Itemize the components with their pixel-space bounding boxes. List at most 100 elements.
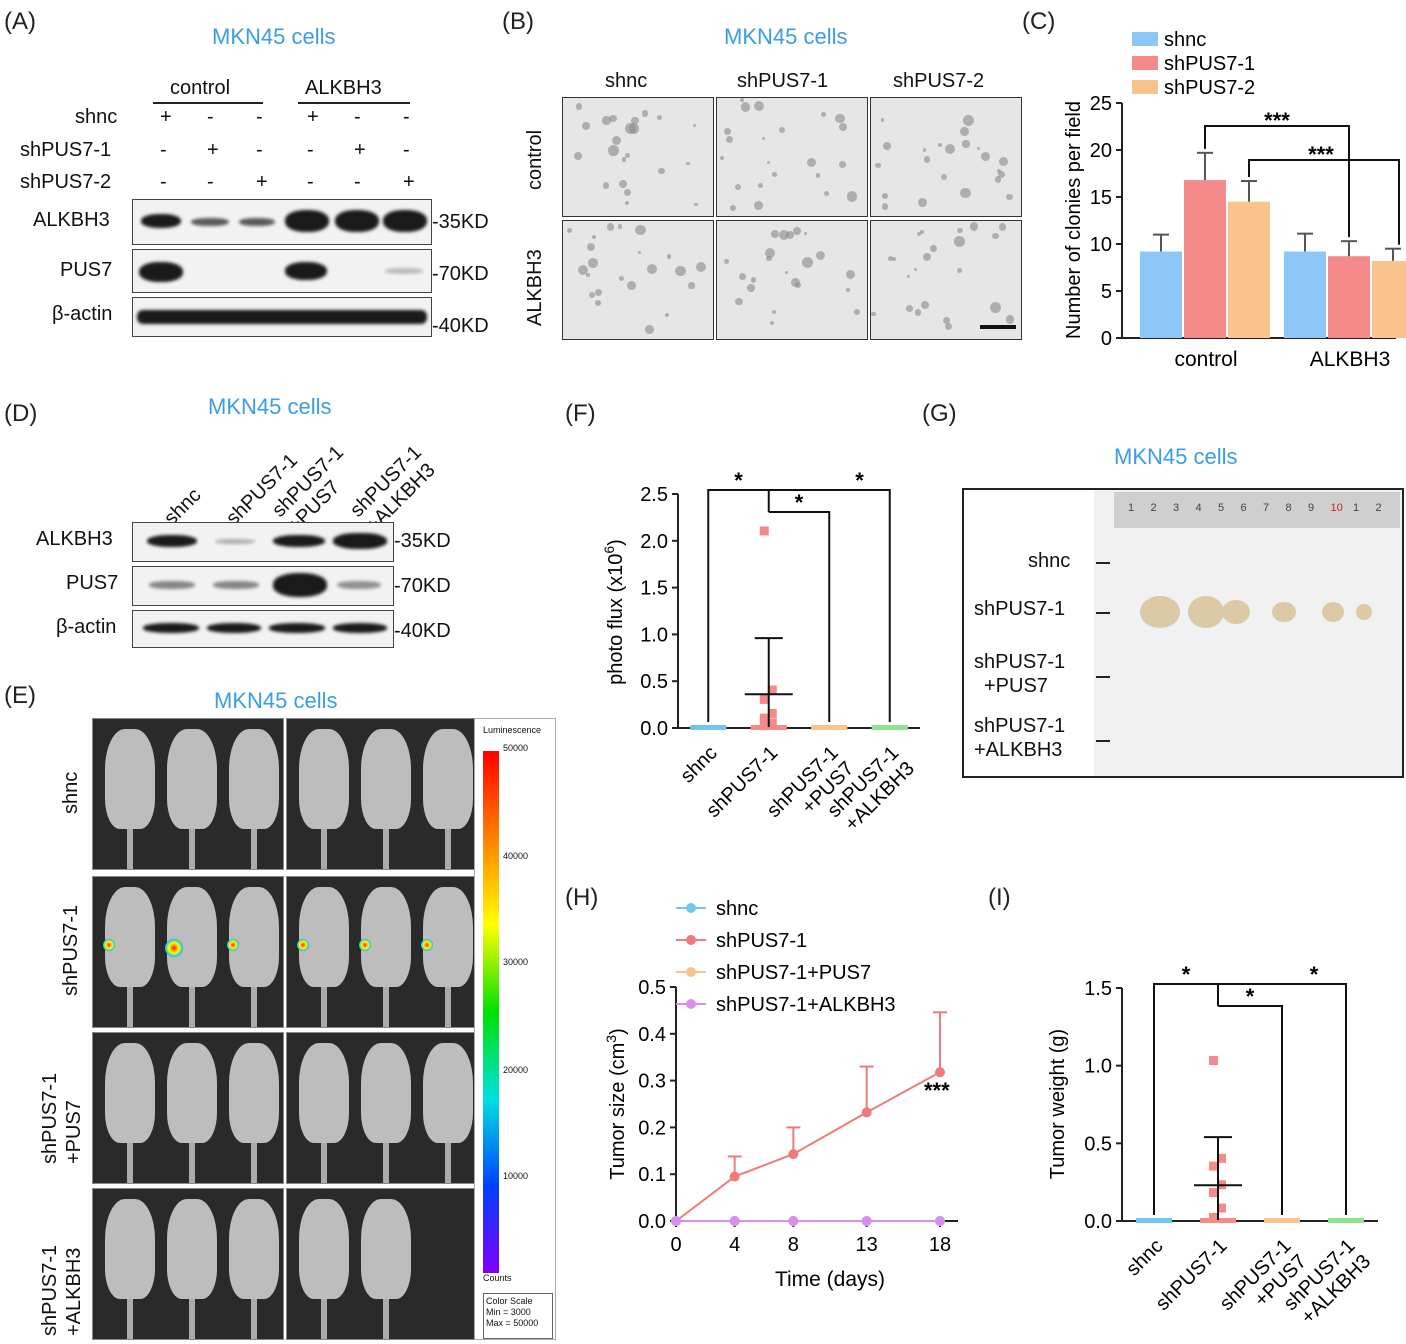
panel-a-title: MKN45 cells bbox=[212, 24, 336, 49]
micrograph bbox=[870, 97, 1022, 217]
panel-g-label: (G) bbox=[922, 400, 957, 427]
mouse bbox=[299, 1199, 349, 1339]
x-tick-label: ALKBH3 bbox=[1310, 348, 1391, 371]
col-shpus7-1: shPUS7-1 bbox=[737, 70, 829, 92]
sign-cell: - bbox=[207, 171, 214, 193]
ruler-mark: 6 bbox=[1240, 502, 1247, 514]
mouse bbox=[105, 729, 155, 869]
mouse bbox=[423, 729, 473, 869]
x-tick-label: 0 bbox=[670, 1234, 681, 1256]
y-tick-label: 1.5 bbox=[640, 578, 668, 600]
g-row-shpus7-pus7: shPUS7-1 +PUS7 bbox=[974, 651, 1066, 697]
data-point bbox=[1209, 1056, 1218, 1066]
d-blot-actin bbox=[132, 610, 394, 648]
d-blot-alkbh3-label: ALKBH3 bbox=[36, 528, 113, 550]
panel-c-label: (C) bbox=[1022, 8, 1056, 35]
legend-marker bbox=[686, 967, 696, 977]
sig-label: * bbox=[1182, 962, 1191, 987]
data-point bbox=[935, 1067, 945, 1078]
blot-alkbh3-label: ALKBH3 bbox=[33, 209, 110, 231]
x-tick-label: 13 bbox=[856, 1234, 878, 1256]
y-tick-label: 0.1 bbox=[638, 1164, 666, 1186]
y-tick-label: 0.5 bbox=[638, 977, 666, 999]
mouse bbox=[105, 887, 155, 1027]
sig-bracket bbox=[1248, 159, 1400, 245]
data-point bbox=[788, 1149, 799, 1160]
sign-cell: - bbox=[354, 171, 361, 193]
y-tick-label: 0.3 bbox=[638, 1071, 666, 1093]
sig-label: *** bbox=[924, 1078, 950, 1103]
sign-cell: - bbox=[354, 106, 361, 128]
tumor-photo-frame: 1 2 3 4 5 6 7 8 9 10 1 2 shnc shPUS7-1 shPUS7-1 +PUS… bbox=[962, 488, 1404, 778]
blot-actin-label: β-actin bbox=[52, 303, 113, 325]
row-shnc: shnc bbox=[75, 106, 118, 128]
x-tick-label: shnc bbox=[1122, 1235, 1167, 1280]
luminescence-spot bbox=[359, 939, 371, 951]
sign-cell: - bbox=[307, 171, 314, 193]
tumor bbox=[1140, 596, 1180, 628]
tumor bbox=[1222, 600, 1250, 624]
data-point bbox=[759, 526, 769, 536]
sign-cell: - bbox=[160, 171, 167, 193]
y-tick-label: 0.0 bbox=[638, 1211, 666, 1233]
legend-label: shPUS7-1+PUS7 bbox=[716, 962, 871, 984]
y-tick-label: 2.0 bbox=[640, 531, 668, 553]
mouse bbox=[167, 1043, 217, 1183]
mouse bbox=[361, 1199, 411, 1339]
tumor bbox=[1188, 596, 1224, 628]
y-tick-label: 2.5 bbox=[640, 484, 668, 506]
mouse bbox=[361, 729, 411, 869]
sig-label: * bbox=[855, 468, 864, 493]
size-35kd: -35KD bbox=[432, 211, 489, 233]
panel-i-label: (I) bbox=[988, 884, 1011, 911]
ruler-mark: 8 bbox=[1285, 502, 1292, 514]
row-shpus7-2: shPUS7-2 bbox=[20, 171, 112, 193]
data-point bbox=[1209, 1212, 1218, 1222]
panel-f-label: (F) bbox=[565, 400, 596, 427]
ruler-mark: 7 bbox=[1263, 502, 1270, 514]
y-tick-label: 1.0 bbox=[640, 624, 668, 646]
sign-cell: - bbox=[307, 139, 314, 161]
panel-d-label: (D) bbox=[4, 400, 38, 427]
data-point bbox=[1217, 1203, 1226, 1213]
x-tick-label: 18 bbox=[929, 1234, 951, 1256]
data-point bbox=[767, 708, 777, 718]
luminescence-spot bbox=[103, 939, 115, 951]
g-row-shpus7: shPUS7-1 bbox=[974, 598, 1066, 620]
mouse bbox=[167, 729, 217, 869]
sig-label: * bbox=[1310, 962, 1319, 987]
mouse bbox=[229, 729, 279, 869]
size-40kd: -40KD bbox=[432, 315, 489, 337]
row-shpus7-1: shPUS7-1 bbox=[20, 139, 112, 161]
col-shnc: shnc bbox=[605, 70, 648, 92]
mouse bbox=[229, 887, 279, 1027]
panel-e-label: (E) bbox=[4, 682, 36, 709]
sig-bracket bbox=[707, 489, 891, 722]
mouse bbox=[105, 1199, 155, 1339]
sig-label: *** bbox=[1308, 142, 1334, 167]
d-blot-actin-label: β-actin bbox=[56, 616, 117, 638]
mouse bbox=[105, 1043, 155, 1183]
legend-label: shPUS7-1+ALKBH3 bbox=[716, 994, 896, 1016]
mouse bbox=[167, 887, 217, 1027]
data-point bbox=[767, 685, 777, 695]
micrograph bbox=[562, 97, 714, 217]
blot-alkbh3 bbox=[132, 199, 432, 245]
sign-cell: - bbox=[207, 106, 214, 128]
data-point bbox=[1209, 1188, 1218, 1198]
mouse-image bbox=[286, 1188, 478, 1340]
d-blot-alkbh3 bbox=[132, 522, 394, 562]
legend-marker bbox=[686, 999, 696, 1009]
mouse bbox=[361, 887, 411, 1027]
micrograph bbox=[716, 97, 868, 217]
mouse-image bbox=[92, 1032, 284, 1184]
mouse bbox=[229, 1043, 279, 1183]
mouse bbox=[299, 887, 349, 1027]
ruler-mark: 10 bbox=[1330, 502, 1343, 514]
ruler-mark: 2 bbox=[1150, 502, 1157, 514]
tumor bbox=[1356, 604, 1372, 620]
sig-bracket bbox=[1204, 125, 1350, 238]
legend-label: shnc bbox=[716, 898, 758, 920]
